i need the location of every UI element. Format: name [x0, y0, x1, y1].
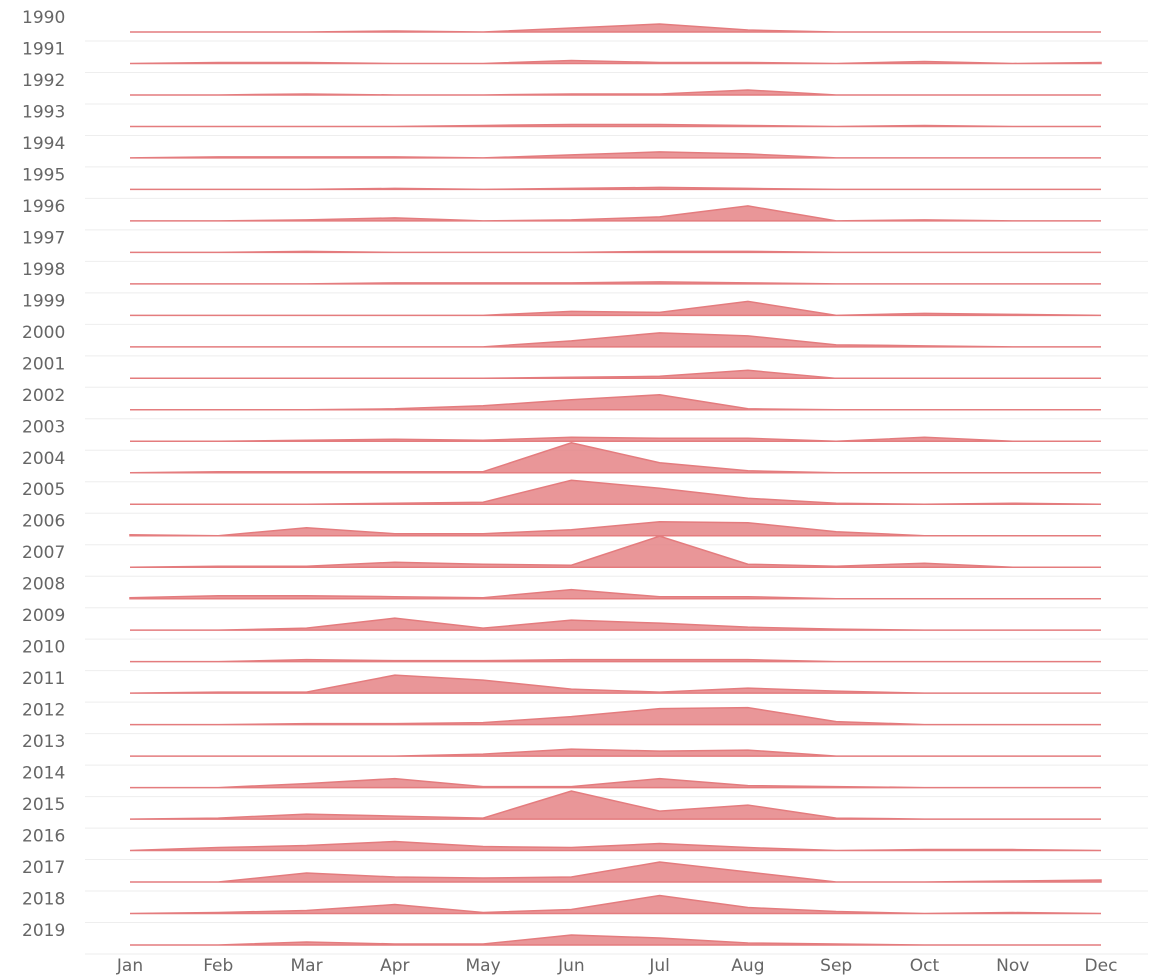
- y-label: 2018: [22, 890, 65, 910]
- y-label: 1995: [22, 165, 65, 185]
- ridge-area: [130, 300, 1102, 317]
- ridge-area: [130, 617, 1101, 631]
- y-label: 1996: [22, 197, 65, 217]
- y-label: 2005: [22, 480, 65, 500]
- ridge-area: [129, 588, 1101, 600]
- x-tick-label: Feb: [203, 956, 233, 976]
- x-tick-label: Jul: [648, 956, 670, 976]
- y-label: 2011: [22, 669, 65, 689]
- y-label: 2008: [22, 575, 65, 595]
- y-label: 2015: [22, 795, 65, 815]
- ridge-area: [130, 479, 1102, 505]
- y-label: 2004: [22, 449, 65, 469]
- ridge-area: [130, 89, 1101, 96]
- ridge-area: [130, 706, 1101, 726]
- ridge-area: [129, 674, 1101, 694]
- y-label: 2006: [22, 512, 65, 532]
- ridge-area: [130, 777, 1101, 789]
- y-label: 2001: [22, 354, 65, 374]
- ridge-area: [130, 748, 1101, 757]
- y-label: 2014: [22, 764, 65, 784]
- ridge-area: [129, 535, 1101, 568]
- y-label: 2019: [22, 921, 65, 941]
- ridge-area: [129, 441, 1101, 474]
- ridge-area: [130, 23, 1101, 33]
- y-label: 2012: [22, 701, 65, 721]
- y-label: 2009: [22, 606, 65, 626]
- x-tick-label: Apr: [380, 956, 409, 976]
- ridge-area: [130, 205, 1101, 222]
- y-label: 2002: [22, 386, 65, 406]
- ridge-area: [130, 369, 1101, 380]
- x-tick-label: May: [466, 956, 501, 976]
- y-label: 2016: [22, 827, 65, 847]
- x-tick-label: Sep: [820, 956, 852, 976]
- y-label: 2007: [22, 543, 65, 563]
- x-tick-label: Aug: [731, 956, 764, 976]
- y-label: 2003: [22, 417, 65, 437]
- ridge-area: [130, 861, 1102, 883]
- ridge-area: [130, 281, 1101, 285]
- x-tick-label: Dec: [1085, 956, 1118, 976]
- y-label: 1994: [22, 134, 65, 154]
- y-label: 2013: [22, 732, 65, 752]
- ridge-area: [130, 332, 1101, 348]
- ridge-area: [129, 894, 1102, 915]
- ridge-area: [130, 186, 1101, 191]
- y-label: 2017: [22, 858, 65, 878]
- ridge-area: [130, 658, 1101, 663]
- ridge-area: [129, 59, 1102, 65]
- ridge-area: [129, 520, 1101, 537]
- ridge-area: [129, 151, 1101, 159]
- ridge-area: [130, 394, 1101, 411]
- ridge-area: [129, 840, 1102, 852]
- ridge-area: [130, 250, 1101, 254]
- y-label: 1997: [22, 228, 65, 248]
- ridge-area: [130, 934, 1101, 946]
- y-label: 1990: [22, 8, 65, 28]
- ridge-area: [129, 790, 1101, 820]
- x-tick-label: Jan: [116, 956, 143, 976]
- x-tick-label: Nov: [996, 956, 1029, 976]
- y-label: 2000: [22, 323, 65, 343]
- x-tick-label: Oct: [910, 956, 940, 976]
- ridge-area: [130, 123, 1101, 128]
- x-tick-label: Mar: [291, 956, 323, 976]
- y-label: 1991: [22, 39, 65, 59]
- x-tick-label: Jun: [557, 956, 585, 976]
- ridge-area: [130, 436, 1101, 443]
- y-label: 1999: [22, 291, 65, 311]
- y-label: 1993: [22, 102, 65, 122]
- y-label: 1992: [22, 71, 65, 91]
- y-label: 1998: [22, 260, 65, 280]
- y-label: 2010: [22, 638, 65, 658]
